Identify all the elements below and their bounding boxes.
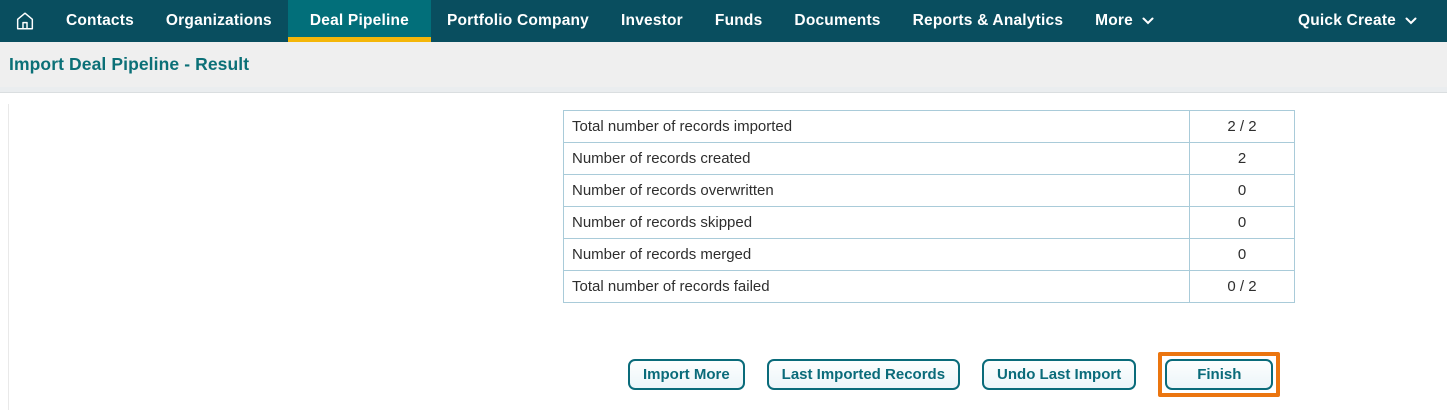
nav-item-deal-pipeline[interactable]: Deal Pipeline <box>287 0 431 42</box>
nav-item-more-label: More <box>1095 12 1133 29</box>
row-label: Total number of records imported <box>563 110 1190 143</box>
nav-item-investor[interactable]: Investor <box>621 12 683 29</box>
nav-item-quick-create-label: Quick Create <box>1297 12 1396 29</box>
nav-item-organizations[interactable]: Organizations <box>165 12 272 29</box>
table-row: Number of records merged 0 <box>563 238 1295 271</box>
chevron-down-icon <box>1142 17 1154 25</box>
row-label: Number of records overwritten <box>563 174 1190 207</box>
home-button[interactable] <box>0 0 50 42</box>
nav-item-funds[interactable]: Funds <box>714 12 763 29</box>
import-result-panel: Total number of records imported 2 / 2 N… <box>0 93 1447 410</box>
nav-item-more[interactable]: More <box>1079 0 1170 42</box>
title-divider <box>0 87 1447 93</box>
row-label: Number of records skipped <box>563 206 1190 239</box>
table-row: Total number of records failed 0 / 2 <box>563 270 1295 303</box>
row-value: 0 <box>1189 238 1295 271</box>
nav-item-contacts[interactable]: Contacts <box>66 12 134 29</box>
import-summary-table: Total number of records imported 2 / 2 N… <box>563 110 1295 303</box>
annotation-highlight-box: Finish <box>1158 351 1281 397</box>
nav-item-portfolio-company[interactable]: Portfolio Company <box>446 12 590 29</box>
row-value: 0 <box>1189 174 1295 207</box>
panel-left-border <box>8 104 9 410</box>
row-label: Number of records merged <box>563 238 1190 271</box>
row-value: 0 <box>1189 206 1295 239</box>
table-row: Total number of records imported 2 / 2 <box>563 110 1295 143</box>
import-more-button[interactable]: Import More <box>628 358 745 390</box>
row-label: Total number of records failed <box>563 270 1190 303</box>
table-row: Number of records overwritten 0 <box>563 174 1295 207</box>
undo-last-import-button[interactable]: Undo Last Import <box>982 358 1137 390</box>
finish-button[interactable]: Finish <box>1165 358 1274 390</box>
row-label: Number of records created <box>563 142 1190 175</box>
nav-item-quick-create[interactable]: Quick Create <box>1282 0 1433 42</box>
nav-item-reports-analytics[interactable]: Reports & Analytics <box>912 12 1064 29</box>
page-title-bar: Import Deal Pipeline - Result <box>0 42 1447 87</box>
table-row: Number of records created 2 <box>563 142 1295 175</box>
row-value: 2 <box>1189 142 1295 175</box>
page-title: Import Deal Pipeline - Result <box>9 54 250 74</box>
action-buttons-row: Import More Last Imported Records Undo L… <box>628 351 1281 397</box>
last-imported-records-button[interactable]: Last Imported Records <box>766 358 961 390</box>
top-navigation: Contacts Organizations Deal Pipeline Por… <box>0 0 1447 42</box>
chevron-down-icon <box>1405 17 1417 25</box>
home-icon <box>14 10 36 32</box>
row-value: 2 / 2 <box>1189 110 1295 143</box>
nav-item-documents[interactable]: Documents <box>794 12 881 29</box>
row-value: 0 / 2 <box>1189 270 1295 303</box>
table-row: Number of records skipped 0 <box>563 206 1295 239</box>
